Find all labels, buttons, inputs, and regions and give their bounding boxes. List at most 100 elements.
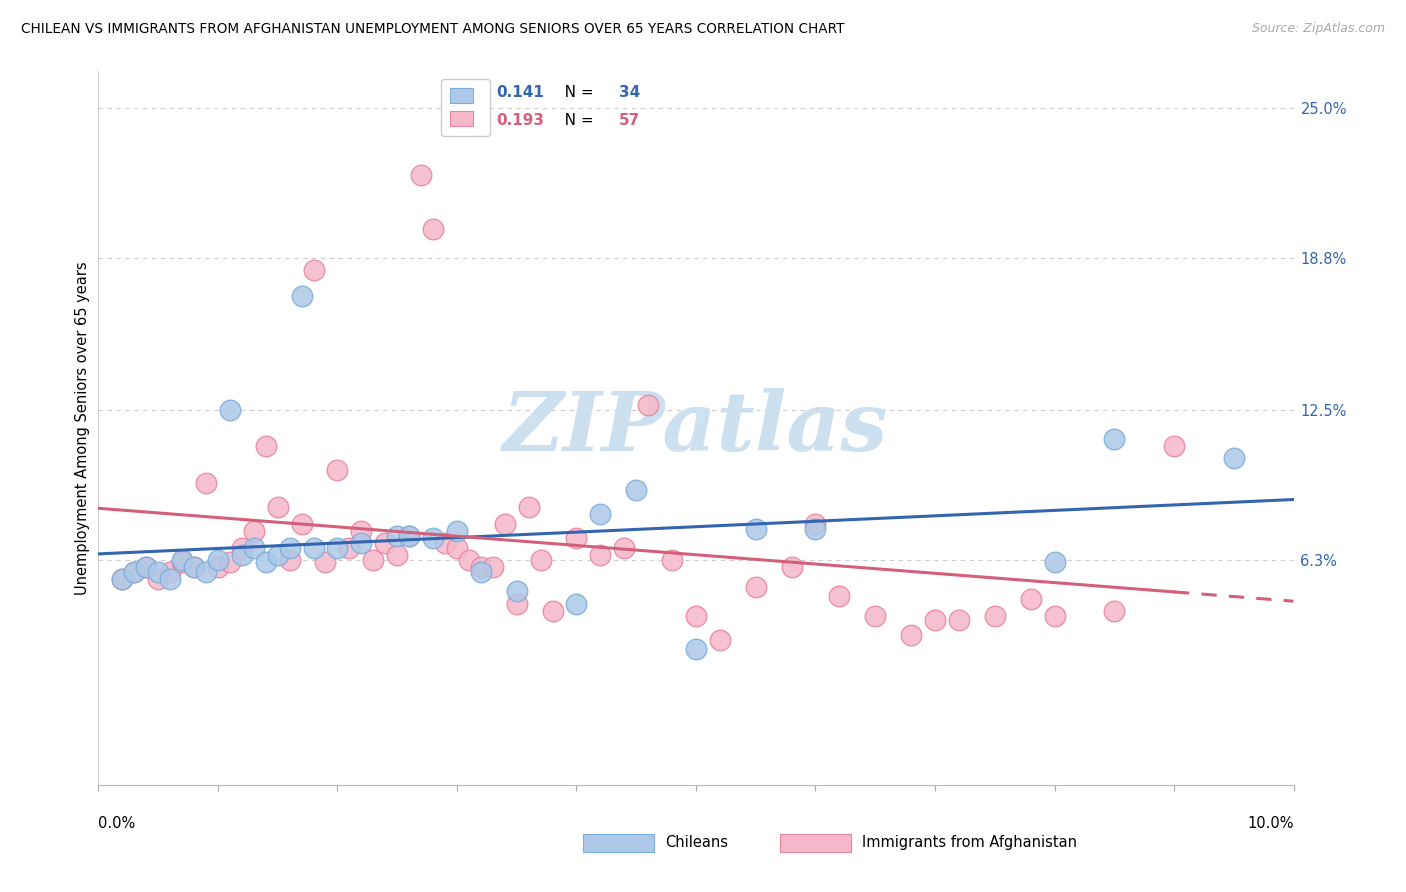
Point [195,565,218,579]
Point [350,536,373,550]
Text: 0.141: 0.141 [496,85,544,100]
Point [339,541,360,555]
Point [243,541,266,555]
Text: 34: 34 [619,85,641,100]
Point [183,560,205,574]
Text: N =: N = [550,112,599,128]
Point [207,553,229,567]
Point [267,500,290,514]
Point [159,565,181,579]
Point [195,475,218,490]
Point [506,584,529,599]
Point [804,516,827,531]
Point [422,531,444,545]
Point [302,541,325,555]
Text: Source: ZipAtlas.com: Source: ZipAtlas.com [1251,22,1385,36]
Point [589,507,612,521]
Point [613,541,636,555]
Text: 10.0%: 10.0% [1247,816,1294,831]
Point [291,516,314,531]
Point [326,463,349,477]
Point [291,289,314,303]
Point [1043,608,1066,623]
Point [804,522,827,536]
Point [685,608,707,623]
Point [326,541,349,555]
Point [661,553,683,567]
Text: N =: N = [550,85,599,100]
Point [350,524,373,538]
Point [398,529,420,543]
Point [302,262,325,277]
Point [278,553,301,567]
Point [172,556,194,570]
Text: R =: R = [451,85,485,100]
Point [124,565,146,579]
Point [924,614,946,628]
Point [219,556,242,570]
Point [900,628,922,642]
Point [148,565,170,579]
Point [865,608,887,623]
Point [470,560,492,574]
Point [589,548,612,562]
Point [254,439,277,453]
Point [385,548,409,562]
Point [231,541,253,555]
Point [470,565,492,579]
Point [637,398,659,412]
Legend: , : , [440,79,489,136]
Point [1104,604,1126,618]
Point [1019,591,1042,606]
Point [124,565,146,579]
Point [315,556,337,570]
Point [446,524,468,538]
Point [385,529,409,543]
Text: 0.0%: 0.0% [98,816,135,831]
Point [517,500,540,514]
Point [207,560,229,574]
Point [219,403,242,417]
Point [111,572,134,586]
Point [254,556,277,570]
Text: Immigrants from Afghanistan: Immigrants from Afghanistan [862,836,1077,850]
Point [422,221,444,235]
Point [183,560,205,574]
Point [948,614,970,628]
Point [529,553,551,567]
Point [565,531,588,545]
Point [984,608,1007,623]
Point [506,597,529,611]
Point [685,642,707,657]
Point [1104,432,1126,446]
Point [565,597,588,611]
Point [135,560,157,574]
Point [434,536,457,550]
Point [172,553,194,567]
Point [374,536,396,550]
Point [363,553,385,567]
Point [780,560,803,574]
Point [745,580,768,594]
Text: 0.193: 0.193 [496,112,544,128]
Point [231,548,253,562]
Point [243,524,266,538]
Point [148,572,170,586]
Point [458,553,481,567]
Text: 57: 57 [619,112,641,128]
Point [398,529,420,543]
Point [481,560,505,574]
Point [278,541,301,555]
Point [135,560,157,574]
Point [1163,439,1185,453]
Point [111,572,134,586]
Y-axis label: Unemployment Among Seniors over 65 years: Unemployment Among Seniors over 65 years [75,261,90,595]
Point [411,169,433,183]
Text: ZIPatlas: ZIPatlas [503,388,889,468]
Point [541,604,564,618]
Point [494,516,516,531]
Point [745,522,768,536]
Point [626,483,648,497]
Point [267,548,290,562]
Text: CHILEAN VS IMMIGRANTS FROM AFGHANISTAN UNEMPLOYMENT AMONG SENIORS OVER 65 YEARS : CHILEAN VS IMMIGRANTS FROM AFGHANISTAN U… [21,22,845,37]
